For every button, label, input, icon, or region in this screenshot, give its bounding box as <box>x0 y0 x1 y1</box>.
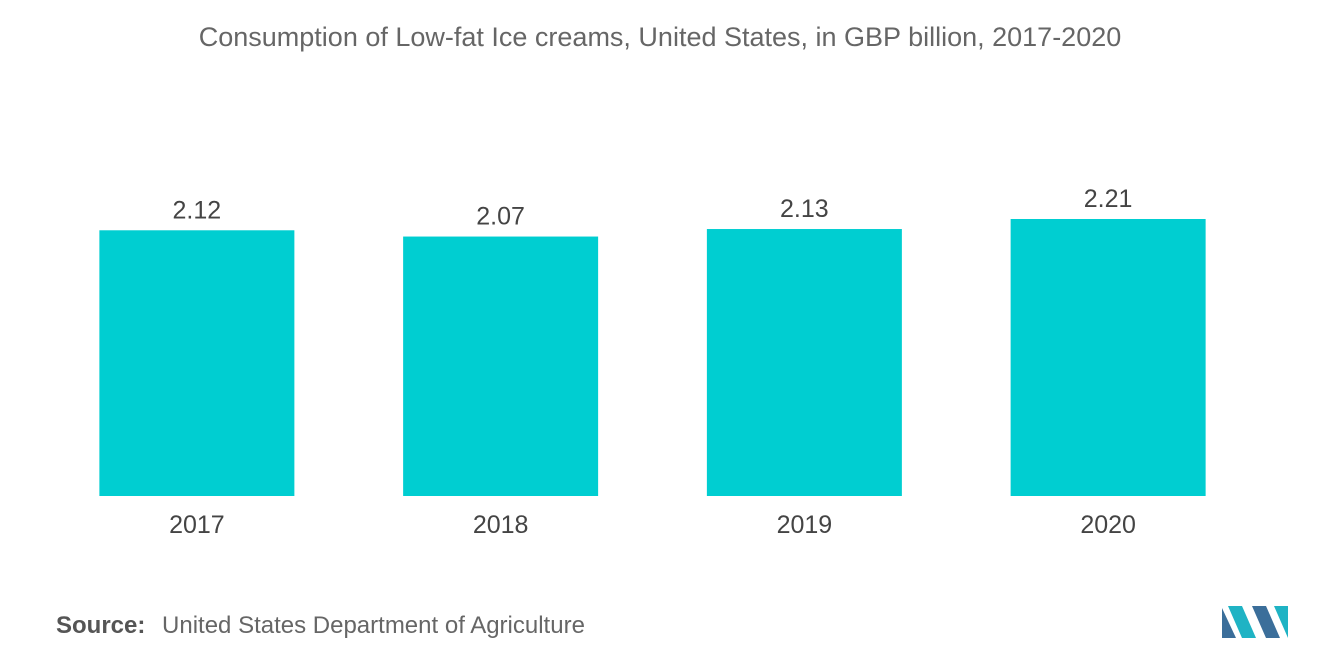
bar-chart: 2.12 2017 2.07 2018 2.13 2019 2.21 2020 <box>99 185 1206 539</box>
data-label-2020: 2.21 <box>1084 185 1133 213</box>
x-tick-label-2019: 2019 <box>777 511 833 539</box>
source-note: Source: United States Department of Agri… <box>56 612 585 640</box>
chart-title: Consumption of Low-fat Ice creams, Unite… <box>198 22 1122 52</box>
x-tick-label-2017: 2017 <box>169 511 225 539</box>
mordor-logo-icon <box>1222 606 1288 638</box>
data-label-2017: 2.12 <box>173 196 222 224</box>
bar-2018 <box>403 236 599 496</box>
source-label: Source: <box>56 612 146 639</box>
source-text: United States Department of Agriculture <box>162 612 585 639</box>
bar-2020 <box>1010 219 1206 496</box>
x-tick-label-2020: 2020 <box>1080 511 1136 539</box>
x-tick-label-2018: 2018 <box>473 511 529 539</box>
data-label-2019: 2.13 <box>780 195 829 223</box>
bar-2019 <box>706 229 902 496</box>
data-label-2018: 2.07 <box>476 203 525 231</box>
bar-2017 <box>99 230 295 496</box>
